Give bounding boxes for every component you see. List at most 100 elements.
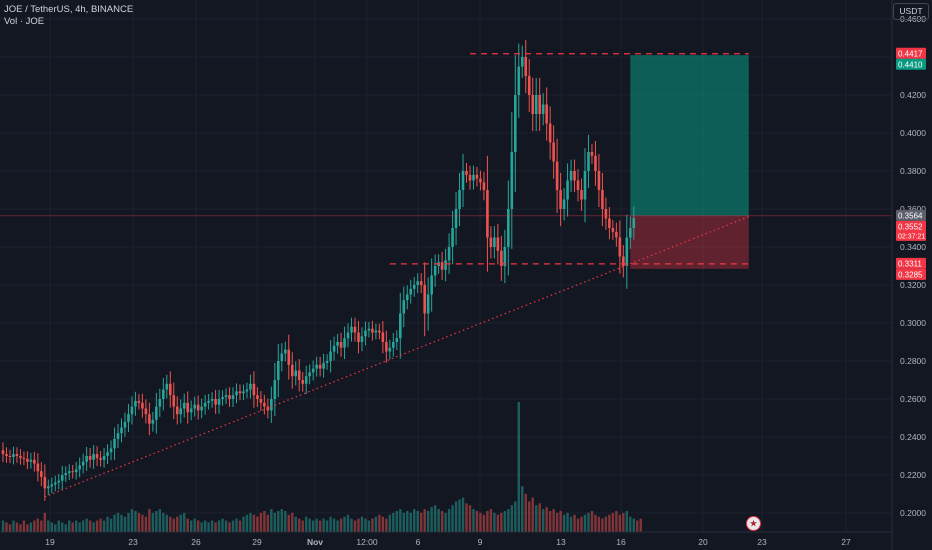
candle-body[interactable] [120, 427, 123, 434]
candle-body[interactable] [165, 383, 169, 390]
us-flag-icon[interactable]: ★ [746, 516, 761, 531]
candle-body[interactable] [465, 171, 468, 175]
candle-body[interactable] [81, 461, 85, 466]
candle-body[interactable] [545, 104, 548, 124]
candle-body[interactable] [74, 469, 78, 473]
candle-body[interactable] [479, 178, 482, 183]
candle-body[interactable] [468, 174, 472, 181]
candle-body[interactable] [562, 199, 566, 210]
candle-body[interactable] [336, 342, 339, 346]
candle-body[interactable] [513, 95, 517, 152]
candle-body[interactable] [388, 347, 392, 352]
candle-body[interactable] [538, 95, 541, 114]
candle-body[interactable] [85, 456, 88, 462]
candle-body[interactable] [472, 174, 475, 181]
candle-body[interactable] [339, 342, 343, 348]
candle-body[interactable] [440, 262, 444, 270]
candle-body[interactable] [116, 433, 120, 439]
candle-body[interactable] [88, 456, 92, 460]
candle-body[interactable] [350, 326, 353, 333]
candle-body[interactable] [304, 376, 308, 384]
candle-body[interactable] [587, 152, 590, 171]
candle-body[interactable] [22, 457, 26, 459]
candle-body[interactable] [629, 228, 632, 238]
candle-body[interactable] [325, 361, 329, 363]
candle-body[interactable] [541, 104, 545, 115]
candle-body[interactable] [141, 402, 144, 409]
candle-body[interactable] [451, 228, 454, 247]
candle-body[interactable] [172, 395, 176, 407]
candle-body[interactable] [412, 285, 416, 289]
candle-body[interactable] [364, 330, 367, 337]
candle-body[interactable] [12, 454, 15, 457]
candle-body[interactable] [360, 336, 364, 342]
candle-body[interactable] [297, 370, 301, 381]
candle-body[interactable] [95, 454, 99, 458]
candle-body[interactable] [245, 389, 249, 392]
candle-body[interactable] [458, 190, 461, 209]
candle-body[interactable] [531, 95, 535, 114]
candle-body[interactable] [5, 454, 8, 456]
candle-body[interactable] [580, 190, 583, 200]
candle-body[interactable] [510, 152, 514, 209]
candle-body[interactable] [217, 399, 221, 405]
candle-body[interactable] [594, 155, 597, 171]
candle-body[interactable] [500, 250, 503, 266]
candle-body[interactable] [102, 456, 106, 460]
candle-body[interactable] [231, 395, 235, 399]
candle-body[interactable] [566, 180, 569, 200]
candle-body[interactable] [148, 414, 151, 424]
candle-body[interactable] [273, 380, 277, 399]
candle-body[interactable] [597, 171, 601, 190]
candle-body[interactable] [36, 463, 40, 472]
candle-body[interactable] [318, 364, 322, 369]
candle-body[interactable] [601, 190, 604, 209]
candle-body[interactable] [430, 275, 433, 295]
candle-body[interactable] [224, 395, 228, 398]
candle-body[interactable] [447, 247, 451, 261]
candle-body[interactable] [416, 281, 420, 285]
candle-body[interactable] [398, 313, 402, 339]
candle-body[interactable] [475, 174, 479, 179]
candle-body[interactable] [113, 438, 116, 449]
candle-body[interactable] [26, 458, 29, 462]
candle-body[interactable] [294, 370, 298, 377]
candle-body[interactable] [371, 328, 374, 333]
candle-body[interactable] [618, 237, 622, 257]
candle-body[interactable] [608, 218, 611, 229]
candle-body[interactable] [71, 471, 74, 473]
candle-body[interactable] [433, 266, 437, 276]
candle-body[interactable] [238, 391, 242, 394]
candle-body[interactable] [15, 454, 19, 456]
candle-body[interactable] [67, 471, 71, 474]
candle-body[interactable] [8, 456, 12, 457]
candle-body[interactable] [200, 406, 203, 411]
time-axis[interactable] [0, 532, 892, 550]
candle-body[interactable] [461, 171, 465, 190]
candle-body[interactable] [53, 482, 57, 485]
candle-body[interactable] [385, 342, 388, 352]
candle-body[interactable] [632, 218, 636, 228]
candle-body[interactable] [482, 182, 486, 190]
candle-body[interactable] [329, 351, 332, 362]
candle-body[interactable] [517, 66, 521, 96]
candle-body[interactable] [252, 383, 256, 396]
candle-body[interactable] [175, 406, 179, 415]
candle-body[interactable] [196, 404, 200, 411]
candle-body[interactable] [287, 349, 291, 365]
candle-body[interactable] [280, 353, 284, 361]
candle-body[interactable] [60, 475, 64, 481]
candle-body[interactable] [615, 231, 618, 238]
candle-body[interactable] [130, 406, 134, 415]
candle-body[interactable] [134, 400, 137, 407]
candle-body[interactable] [423, 285, 426, 314]
candle-body[interactable] [520, 57, 524, 67]
candle-body[interactable] [242, 391, 245, 394]
candle-body[interactable] [507, 209, 510, 247]
candle-body[interactable] [259, 399, 263, 403]
candle-body[interactable] [155, 406, 158, 420]
candle-body[interactable] [19, 456, 22, 458]
candle-body[interactable] [611, 228, 615, 232]
candle-body[interactable] [158, 399, 162, 407]
